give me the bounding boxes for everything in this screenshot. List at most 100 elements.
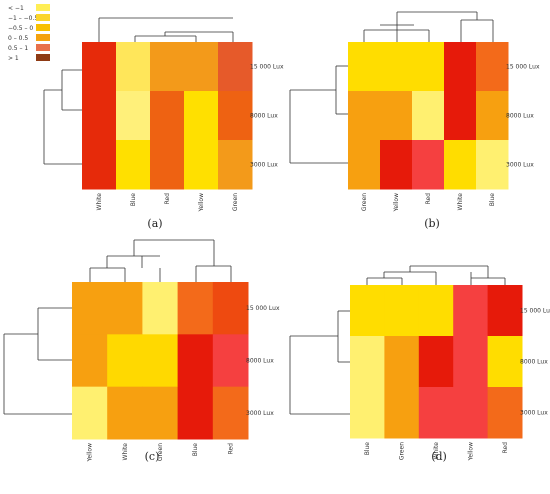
heatmap-cell bbox=[82, 91, 117, 141]
heatmap-cell bbox=[150, 42, 185, 92]
heatmap-cell bbox=[348, 91, 381, 141]
heatmap-cell bbox=[350, 285, 385, 337]
heatmap-cell bbox=[348, 140, 381, 190]
heatmap-cell bbox=[177, 282, 214, 335]
heatmap-cell bbox=[350, 387, 385, 439]
heatmap-panel-4: Blue Green White Yellow Red 15 000 Lux 8000 Lu… bbox=[289, 265, 550, 463]
heatmap-cell bbox=[107, 282, 143, 335]
panel-caption: (b) bbox=[424, 217, 440, 230]
heatmap-cell bbox=[476, 42, 509, 92]
heatmap-cell bbox=[150, 91, 185, 141]
legend-label: −1 – −0.5 bbox=[8, 15, 38, 22]
legend-label: < −1 bbox=[8, 5, 24, 12]
column-tick-label: White bbox=[457, 193, 464, 211]
column-tick-label: Yellow bbox=[87, 443, 94, 463]
color-legend: < −1 −1 – −0.5 −0.5 – 0 0 – 0.5 0.5 – 1 > 1 bbox=[8, 4, 50, 62]
heatmap-cell bbox=[72, 334, 108, 388]
heatmap-panel-3: Yellow White Green Blue Red 15 000 Lux 8000 Lu… bbox=[3, 239, 280, 463]
heatmap-cell bbox=[218, 42, 253, 92]
heatmap-cell bbox=[212, 334, 249, 388]
legend-swatch bbox=[36, 24, 50, 31]
column-tick-label: Blue bbox=[130, 193, 137, 207]
column-tick-label: Green bbox=[361, 193, 368, 211]
heatmap-cell bbox=[487, 387, 523, 439]
legend-label: > 1 bbox=[8, 55, 19, 62]
heatmap-cell bbox=[476, 140, 509, 190]
heatmap-cell bbox=[350, 336, 385, 388]
legend-swatch bbox=[36, 14, 50, 21]
heatmap-cell bbox=[142, 282, 179, 335]
row-tick-label: 3000 Lux bbox=[246, 410, 274, 417]
column-tick-label: White bbox=[122, 443, 129, 461]
heatmap-panel-2: Green Yellow Red White Blue 15 000 Lux 8000 Lu… bbox=[289, 11, 540, 230]
heatmap-cell bbox=[453, 285, 489, 337]
heatmap-cell bbox=[384, 387, 420, 439]
column-tick-label: Red bbox=[227, 443, 234, 455]
panel-caption: (a) bbox=[147, 217, 162, 230]
heatmap-cell bbox=[453, 336, 489, 388]
heatmap-cell bbox=[177, 334, 214, 388]
heatmap-cell bbox=[412, 140, 445, 190]
legend-swatch bbox=[36, 4, 50, 11]
heatmap-cell bbox=[444, 42, 477, 92]
heatmap-cell bbox=[184, 140, 219, 190]
column-tick-label: Yellow bbox=[198, 193, 205, 213]
dendrogram bbox=[289, 265, 506, 415]
legend-label: 0.5 – 1 bbox=[8, 45, 28, 52]
row-tick-label: 3000 Lux bbox=[250, 162, 278, 169]
column-tick-label: Green bbox=[157, 443, 164, 461]
legend-label: −0.5 – 0 bbox=[8, 25, 33, 32]
row-tick-label: 3000 Lux bbox=[520, 410, 548, 417]
heatmap-cell bbox=[72, 386, 108, 440]
column-tick-label: Yellow bbox=[393, 193, 400, 213]
column-tick-label: Red bbox=[425, 193, 432, 205]
row-tick-label: 15 000 Lux bbox=[520, 308, 550, 315]
heatmap-cell bbox=[348, 42, 381, 92]
row-tick-label: 8000 Lux bbox=[246, 358, 274, 365]
row-tick-label: 15 000 Lux bbox=[246, 305, 280, 312]
heatmap-cell bbox=[82, 140, 117, 190]
column-tick-label: Red bbox=[502, 442, 509, 454]
dendrogram bbox=[289, 11, 494, 164]
row-tick-label: 8000 Lux bbox=[250, 113, 278, 120]
heatmap-cell bbox=[150, 140, 185, 190]
heatmap-cell bbox=[412, 91, 445, 141]
row-tick-label: 8000 Lux bbox=[520, 359, 548, 366]
heatmap-cell bbox=[476, 91, 509, 141]
heatmap-cell bbox=[184, 91, 219, 141]
heatmap-cell bbox=[487, 336, 523, 388]
column-tick-label: White bbox=[96, 193, 103, 211]
column-tick-label: Blue bbox=[192, 443, 199, 457]
heatmap-cell bbox=[72, 282, 108, 335]
heatmap-cell bbox=[212, 282, 249, 335]
legend-swatch bbox=[36, 34, 50, 41]
heatmap-cell bbox=[218, 140, 253, 190]
heatmap-cell bbox=[184, 42, 219, 92]
heatmap-cell bbox=[418, 285, 454, 337]
heatmap-panel-1: White Blue Red Yellow Green 15 000 Lux 8000 Lu… bbox=[43, 17, 284, 230]
panel-caption: (c) bbox=[145, 450, 160, 463]
legend-swatch bbox=[36, 54, 50, 61]
heatmap-cell bbox=[487, 285, 523, 337]
heatmap-cell bbox=[444, 91, 477, 141]
column-tick-label: Green bbox=[232, 193, 239, 211]
heatmap-cell bbox=[380, 91, 413, 141]
dendrogram bbox=[3, 239, 232, 415]
column-tick-label: Blue bbox=[364, 442, 371, 456]
heatmap-cell bbox=[384, 285, 420, 337]
heatmap-cell bbox=[412, 42, 445, 92]
column-tick-label: Yellow bbox=[467, 442, 474, 462]
heatmap-cell bbox=[116, 91, 151, 141]
heatmap-cell bbox=[142, 386, 179, 440]
column-tick-label: Green bbox=[399, 442, 406, 460]
heatmap-cell bbox=[380, 140, 413, 190]
legend-label: 0 – 0.5 bbox=[8, 35, 28, 42]
dendrogram bbox=[43, 17, 234, 165]
heatmap-cell bbox=[380, 42, 413, 92]
row-tick-label: 15 000 Lux bbox=[506, 64, 540, 71]
heatmap-cell bbox=[418, 387, 454, 439]
heatmap-cell bbox=[453, 387, 489, 439]
heatmap-cell bbox=[177, 386, 214, 440]
heatmap-cell bbox=[107, 334, 143, 388]
heatmap-cell bbox=[107, 386, 143, 440]
